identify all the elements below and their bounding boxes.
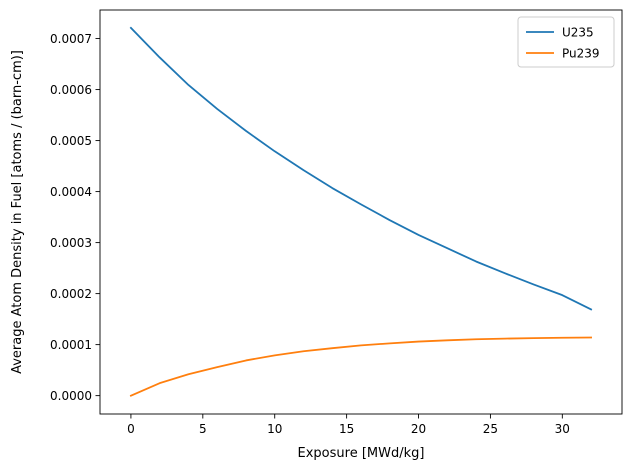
series-line-u235 xyxy=(131,28,591,310)
axes-frame xyxy=(100,10,622,414)
y-tick-label: 0.0003 xyxy=(50,236,92,250)
legend: U235 Pu239 xyxy=(518,17,614,67)
y-tick-label: 0.0001 xyxy=(50,338,92,352)
x-axis-label: Exposure [MWd/kg] xyxy=(298,446,425,461)
x-tick-label: 0 xyxy=(127,422,135,436)
y-tick-label: 0.0002 xyxy=(50,287,92,301)
x-tick-label: 10 xyxy=(267,422,282,436)
x-tick-label: 20 xyxy=(411,422,426,436)
y-tick-label: 0.0006 xyxy=(50,83,92,97)
axes: 0 5 10 15 20 25 30 0.0000 0.0001 0.0002 0.0003 0.00… xyxy=(50,10,622,436)
y-tick-label: 0.0005 xyxy=(50,134,92,148)
legend-label-u235: U235 xyxy=(562,26,594,40)
legend-label-pu239: Pu239 xyxy=(562,47,600,61)
y-tick-label: 0.0007 xyxy=(50,32,92,46)
x-tick-label: 25 xyxy=(483,422,498,436)
x-tick-label: 5 xyxy=(199,422,207,436)
x-tick-label: 30 xyxy=(555,422,570,436)
y-tick-label: 0.0004 xyxy=(50,185,92,199)
y-tick-label: 0.0000 xyxy=(50,389,92,403)
series-line-pu239 xyxy=(131,337,591,395)
x-tick-label: 15 xyxy=(339,422,354,436)
plot-area xyxy=(131,28,591,396)
y-axis-label: Average Atom Density in Fuel [atoms / (b… xyxy=(10,50,25,374)
